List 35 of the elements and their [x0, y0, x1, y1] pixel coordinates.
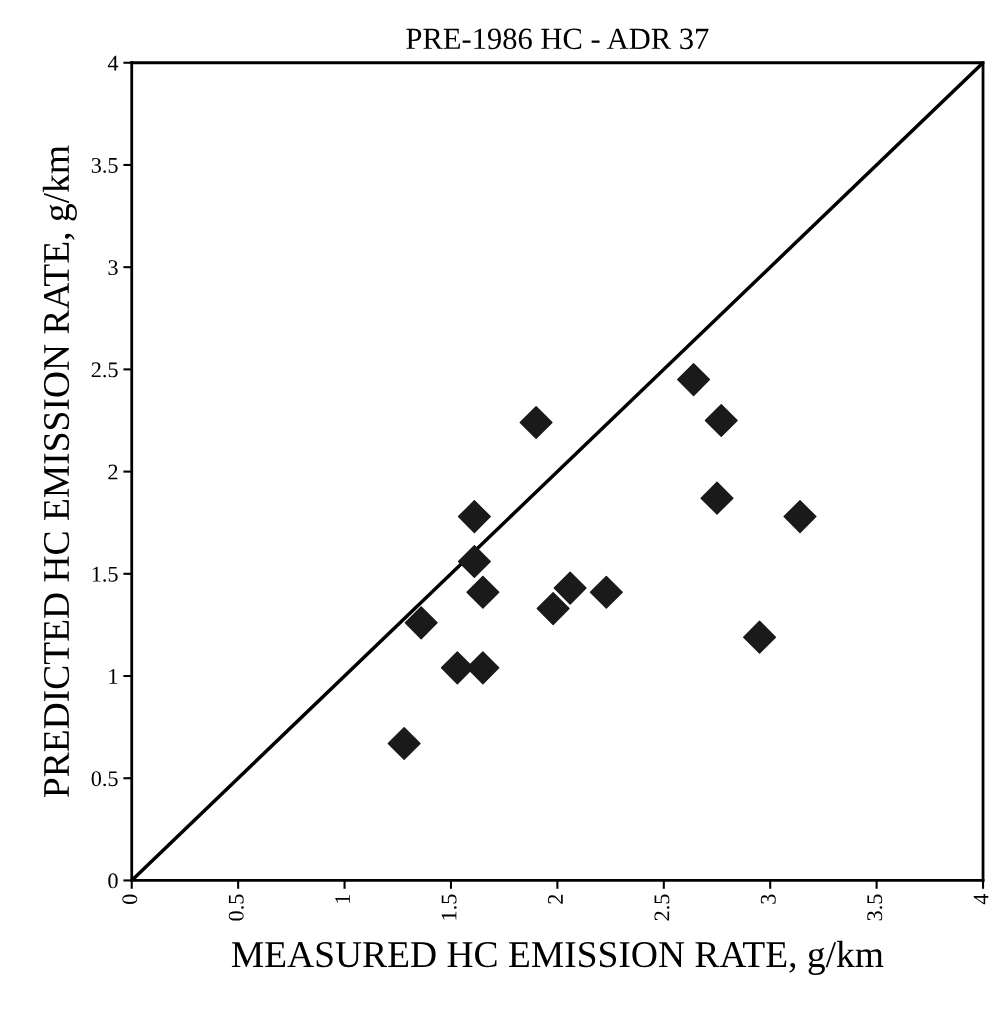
point [457, 545, 491, 579]
x-tick-label: 3 [760, 894, 776, 904]
point [589, 575, 623, 609]
x-axis-title: MEASURED HC EMISSION RATE, g/km [231, 940, 884, 975]
point [783, 500, 817, 534]
chart-title: PRE-1986 HC - ADR 37 [406, 28, 709, 50]
y-tick-label: 2 [108, 464, 118, 480]
y-tick-label: 0.5 [91, 771, 118, 787]
point [704, 403, 738, 438]
point [700, 481, 734, 515]
y-tick-label: 4 [107, 55, 119, 71]
x-tick-label: 0 [122, 894, 138, 904]
y-tick-label: 3.5 [91, 157, 118, 173]
point [743, 620, 777, 654]
point [387, 726, 421, 761]
x-tick-label: 1.5 [441, 894, 457, 920]
point [404, 606, 438, 640]
y-axis-title: PREDICTED HC EMISSION RATE, g/km [42, 145, 77, 798]
point [466, 575, 500, 609]
point [519, 405, 553, 440]
point [457, 500, 491, 534]
point [536, 592, 570, 626]
x-tick-label: 0.5 [228, 894, 244, 921]
point [553, 571, 587, 605]
x-tick-label: 2.5 [654, 894, 670, 921]
x-tick-label: 2 [548, 894, 563, 904]
point [677, 363, 711, 397]
x-tick-label: 4 [973, 893, 989, 905]
y-tick-label: 1.5 [92, 566, 118, 582]
y-tick-label: 3 [108, 260, 118, 276]
y-tick-label: 0 [108, 873, 118, 889]
y-tick-label: 2.5 [91, 362, 118, 378]
y-tick-label: 1 [109, 669, 118, 684]
x-tick-label: 1 [335, 894, 350, 903]
x-tick-label: 3.5 [867, 894, 883, 921]
